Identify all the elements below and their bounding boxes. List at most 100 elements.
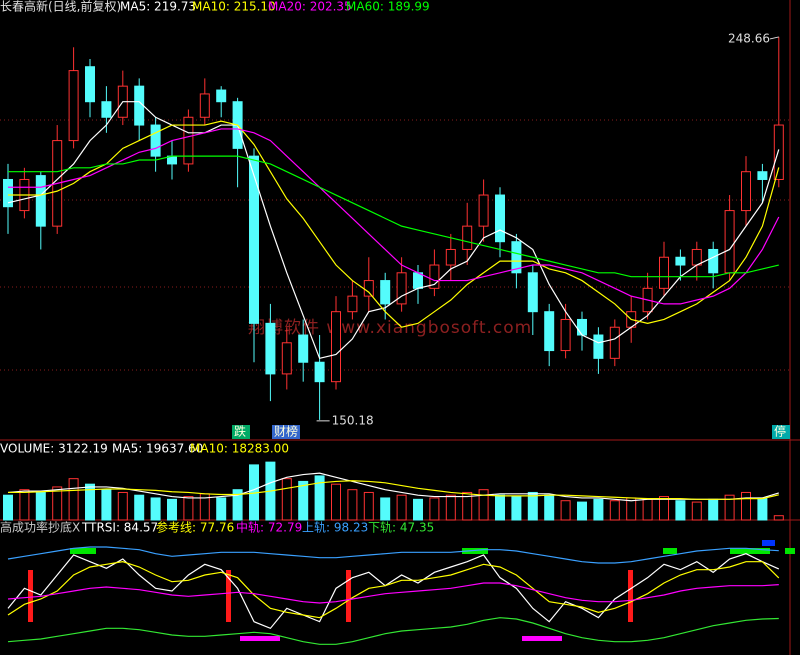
candle-body (216, 89, 227, 103)
event-box (232, 425, 250, 439)
volume-bar (757, 497, 768, 521)
candle-body (495, 194, 505, 243)
signals (28, 540, 795, 641)
event-box (772, 425, 790, 439)
volume-bar (429, 497, 440, 521)
candle-body (331, 311, 341, 383)
candle-body (363, 280, 374, 297)
candle-body (413, 272, 423, 289)
volume-bar (363, 491, 374, 521)
volume-bar (298, 480, 309, 521)
candle-body (199, 93, 210, 118)
candle-body (609, 326, 620, 359)
top-signal (663, 548, 677, 554)
volume-bar (724, 494, 735, 521)
volume-bar (347, 489, 358, 521)
event-label: 财榜 (274, 424, 298, 439)
candle-body (773, 124, 784, 180)
volume-bar (511, 496, 522, 521)
candle-body (150, 124, 161, 157)
annotation: 248.66 (728, 31, 770, 45)
candle-body (741, 171, 751, 212)
legend-entry: TTRSI: 84.57 (81, 521, 158, 535)
top-signal (70, 548, 96, 554)
candle-body (347, 295, 358, 313)
volume-bar (380, 497, 391, 521)
legend-entry: 上轨: 98.23 (302, 521, 368, 535)
volume-bar (167, 498, 177, 521)
volume-bar (609, 500, 620, 521)
candle-body (593, 334, 604, 359)
volume-bar (117, 491, 128, 521)
volume-bar (331, 483, 341, 521)
candle-body (757, 171, 768, 180)
candle-body (380, 280, 391, 305)
line (7, 617, 779, 645)
candle-body (281, 342, 292, 375)
volume-bar (659, 496, 669, 521)
legend-entry: 参考线: 77.76 (156, 520, 234, 535)
line (8, 155, 779, 278)
candle-body (675, 256, 686, 266)
candle-body (724, 210, 735, 274)
volume-bar (544, 494, 555, 521)
volume-bar (216, 497, 227, 521)
chart-title: 长春高新(日线,前复权) (0, 0, 121, 14)
legend-entry: 下轨: 47.35 (368, 521, 434, 535)
candle-body (577, 318, 587, 336)
candle-body (691, 248, 702, 266)
volume-bar (52, 486, 63, 521)
volume-bar (560, 500, 571, 521)
legend-entry: MA5: 219.73 (120, 0, 196, 14)
legend-entry: MA5: 19637.60 (112, 442, 203, 456)
candle-body (101, 101, 112, 118)
volume-bar (314, 475, 325, 521)
candle-body (68, 70, 79, 142)
candle-body (396, 272, 407, 305)
line (7, 561, 780, 619)
candle-body (249, 155, 259, 324)
legend-entry: VOLUME: 3122.19 (0, 442, 108, 456)
watermark: 翔博软件 www.xiangbosoft.com (248, 318, 532, 338)
volume-bar (642, 498, 653, 521)
candle-body (314, 361, 325, 383)
volume-bar (593, 498, 604, 521)
legend-entry: MA60: 189.99 (346, 0, 430, 14)
line (7, 582, 779, 604)
volume-bar (675, 500, 686, 521)
legend-entry: MA10: 215.10 (192, 0, 276, 14)
volume-bar (741, 491, 751, 521)
volume-bar (3, 494, 13, 521)
annotation: 150.18 (332, 413, 374, 427)
volume-bar (396, 494, 407, 521)
top-signal (730, 548, 770, 554)
candle-body (429, 264, 440, 289)
line (7, 472, 779, 502)
volume-bar (85, 483, 95, 521)
volume-bar (495, 494, 505, 521)
legend-entry: MA20: 202.35 (268, 0, 352, 14)
legend-entry: 中轨: 72.79 (236, 520, 302, 535)
volume-bar (281, 478, 292, 521)
volume-bar (691, 501, 702, 521)
volume-bar (577, 501, 587, 521)
volume-bar (35, 491, 46, 521)
event-label: 停 (774, 424, 786, 439)
buy-signal (628, 570, 633, 622)
line (8, 120, 780, 328)
candle-body (659, 256, 669, 289)
volume-bar (68, 478, 79, 521)
top-signal (462, 548, 488, 554)
candle-body (445, 248, 456, 266)
volume-bar (708, 498, 719, 521)
volume-bar (478, 489, 489, 521)
indicator-title: 高成功率抄底X (0, 520, 80, 535)
volume-bar (134, 494, 145, 521)
volume-bar (773, 515, 784, 521)
legend-entry: MA10: 18283.00 (190, 442, 289, 456)
volume-bar (527, 491, 538, 521)
line (8, 128, 780, 305)
volume-bar (445, 494, 456, 521)
